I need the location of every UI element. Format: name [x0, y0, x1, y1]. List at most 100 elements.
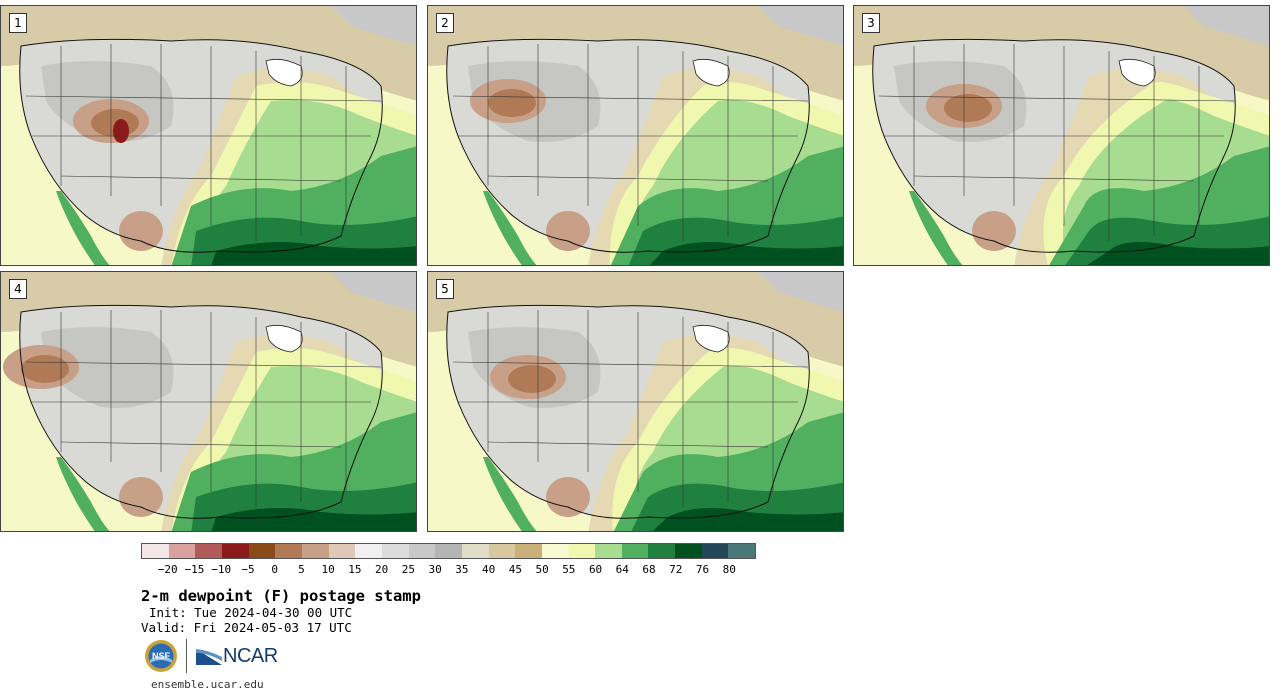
logo-divider: [186, 639, 187, 673]
member-number-badge: 5: [436, 279, 454, 299]
init-time: Init: Tue 2024-04-30 00 UTC: [149, 605, 353, 620]
colorbar-segment: [328, 544, 356, 558]
great-lakes: [1118, 58, 1156, 87]
colorbar-segment: [701, 544, 729, 558]
mexico-dry-area: [546, 477, 590, 517]
colorbar-tick-label: 76: [695, 563, 710, 576]
pacific-coast-moisture: [56, 457, 110, 531]
northeast-canada-region: [758, 6, 843, 46]
ncar-logo: NCAR: [196, 645, 278, 668]
colorbar-segment: [275, 544, 302, 558]
site-url: ensemble.ucar.edu: [151, 678, 264, 691]
colorbar-segment: [488, 544, 516, 558]
pacific-coast-moisture: [483, 457, 537, 531]
colorbar-tick-label: 25: [401, 563, 416, 576]
state-border-line: [452, 361, 809, 368]
colorbar-tick-label: 40: [481, 563, 496, 576]
state-border-line: [25, 95, 382, 102]
gulf-zone-72: [652, 508, 843, 531]
colorbar-segment: [381, 544, 409, 558]
coastline: [872, 38, 1236, 253]
colorbar-segment: [195, 544, 222, 558]
colorbar-tick-label: 72: [669, 563, 683, 576]
colorbar-segment: [435, 544, 462, 558]
colorbar-tick-label: −15: [184, 563, 205, 576]
state-borders: [452, 44, 809, 241]
colorbar-segment: [648, 544, 676, 558]
dry-area-10: [488, 89, 536, 117]
coastline: [446, 38, 810, 253]
colorbar-segment: [675, 544, 702, 558]
ncar-logo-text: NCAR: [223, 644, 278, 667]
colorbar-segment: [408, 544, 436, 558]
mexico-dry-area: [119, 211, 163, 251]
colorbar-tick-label: 5: [298, 563, 305, 576]
colorbar-tick-label: −20: [157, 563, 178, 576]
map-panel: 3: [853, 5, 1270, 266]
colorbar-segment: [142, 544, 169, 558]
logos: NSF NCAR: [144, 638, 278, 674]
northeast-canada-region: [331, 6, 416, 46]
mexico-dry-area: [972, 211, 1016, 251]
dry-area-minus5: [113, 119, 129, 143]
dewpoint-map: [854, 6, 1269, 265]
colorbar-tick-label: 45: [508, 563, 522, 576]
state-borders: [25, 44, 382, 241]
state-border-line: [25, 361, 382, 368]
colorbar-segment: [568, 544, 596, 558]
state-borders: [878, 44, 1235, 241]
member-number-badge: 4: [9, 279, 27, 299]
dry-area-10: [21, 355, 69, 383]
colorbar-segment: [515, 544, 542, 558]
coastline: [446, 304, 810, 519]
northeast-canada-region: [331, 272, 416, 312]
state-border-line: [487, 175, 769, 182]
western-terrain: [41, 327, 174, 408]
state-border-line: [60, 175, 342, 182]
colorbar-tick-label: 20: [375, 563, 389, 576]
northeast-canada-region: [758, 272, 843, 312]
gulf-zone-72: [1087, 242, 1269, 265]
member-number-badge: 3: [862, 13, 880, 33]
colorbar-tick-label: 50: [535, 563, 549, 576]
pacific-coast-moisture: [483, 191, 537, 265]
colorbar-segment: [461, 544, 489, 558]
mexico-dry-area: [119, 477, 163, 517]
northeast-canada-region: [1184, 6, 1269, 46]
colorbar-tick-label: 30: [428, 563, 442, 576]
map-panel: 2: [427, 5, 844, 266]
mexico-dry-area: [546, 211, 590, 251]
great-lakes: [265, 324, 303, 353]
colorbar-tick-label: 64: [615, 563, 629, 576]
nsf-logo-text: NSF: [152, 651, 171, 661]
colorbar-segment: [728, 544, 756, 558]
state-borders: [25, 310, 382, 507]
pacific-coast-moisture: [909, 191, 963, 265]
colorbar-tick-label: −5: [241, 563, 255, 576]
colorbar-tick-label: 80: [722, 563, 736, 576]
member-number-badge: 1: [9, 13, 27, 33]
colorbar-segment: [621, 544, 649, 558]
colorbar-tick-label: 0: [271, 563, 278, 576]
colorbar-ticks: −20 −15 −10 −5 0 5 10 15 20 25 30 35 40 45 50 55 60 64 68 7…: [131, 563, 771, 577]
state-border-line: [452, 95, 809, 102]
colorbar-segment: [248, 544, 276, 558]
map-panel: 5: [427, 271, 844, 532]
colorbar: [141, 543, 756, 559]
colorbar-tick-label: 35: [455, 563, 469, 576]
state-border-line: [878, 95, 1235, 102]
colorbar-tick-label: −10: [211, 563, 232, 576]
colorbar-tick-label: 15: [348, 563, 362, 576]
colorbar-tick-label: 68: [642, 563, 656, 576]
coastline: [19, 304, 383, 519]
state-border-line: [487, 441, 769, 448]
colorbar-segment: [301, 544, 329, 558]
valid-time: Valid: Fri 2024-05-03 17 UTC: [141, 620, 352, 635]
colorbar-tick-label: 55: [562, 563, 576, 576]
gulf-zone-72: [211, 508, 416, 531]
colorbar-segment: [355, 544, 382, 558]
state-border-line: [913, 175, 1195, 182]
chart-title: 2-m dewpoint (F) postage stamp: [141, 587, 421, 605]
map-panel: 1: [0, 5, 417, 266]
nsf-logo: NSF: [145, 640, 177, 672]
